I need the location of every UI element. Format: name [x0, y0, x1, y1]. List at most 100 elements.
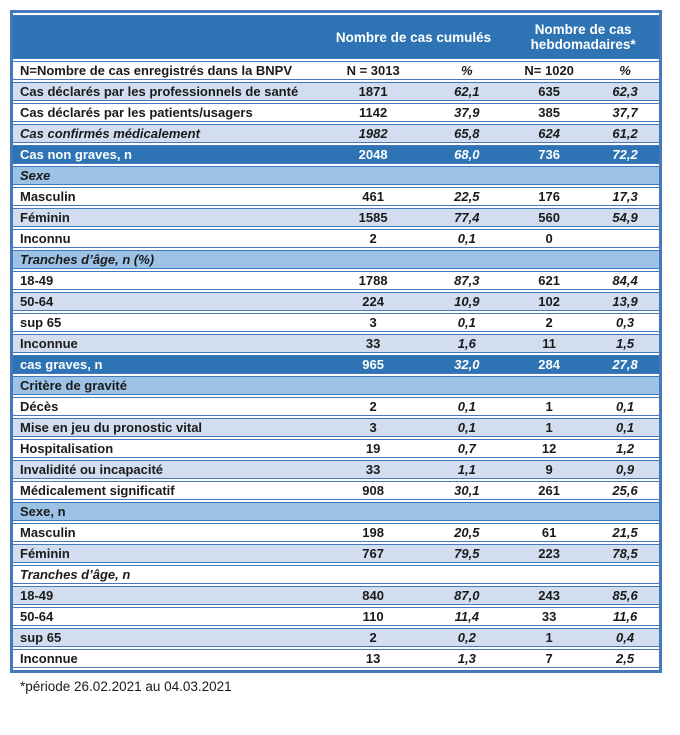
- n-weekly-cell: 12: [507, 439, 592, 458]
- pct-cumulative-cell: 0,2: [426, 628, 508, 647]
- pharmacovigilance-table: Nombre de cas cumulés Nombre de cas hebd…: [10, 10, 662, 673]
- n-weekly-cell: 635: [507, 82, 592, 101]
- subheader-label: N=Nombre de cas enregistrés dans la BNPV: [13, 61, 320, 80]
- n-cumulative-cell: 224: [319, 292, 427, 311]
- pct-cumulative-cell: 62,1: [426, 82, 508, 101]
- pct-cumulative-cell: 87,3: [426, 271, 508, 290]
- n-weekly-cell: 7: [507, 649, 592, 668]
- row-label: 18-49: [13, 271, 320, 290]
- row-label: Décès: [13, 397, 320, 416]
- pct-cumulative-cell: 32,0: [426, 355, 508, 374]
- pct-cumulative-cell: 0,1: [426, 418, 508, 437]
- pct-cumulative-cell: 20,5: [426, 523, 508, 542]
- pct-weekly-cell: 0,1: [591, 418, 659, 437]
- pct-cumulative-cell: 0,1: [426, 229, 508, 248]
- row-label: Cas déclarés par les professionnels de s…: [13, 82, 320, 101]
- subheader-n-cumulative: N = 3013: [319, 61, 427, 80]
- table-row: Cas confirmés médicalement 1982 65,8 624…: [13, 124, 659, 143]
- section-label: Sexe, n: [13, 502, 659, 521]
- n-cumulative-cell: 1788: [319, 271, 427, 290]
- row-label: Invalidité ou incapacité: [13, 460, 320, 479]
- pct-weekly-cell: 2,5: [591, 649, 659, 668]
- n-weekly-cell: 284: [507, 355, 592, 374]
- pct-weekly-cell: 17,3: [591, 187, 659, 206]
- row-label: Masculin: [13, 187, 320, 206]
- table-row: Médicalement significatif 908 30,1 261 2…: [13, 481, 659, 500]
- n-cumulative-cell: 1585: [319, 208, 427, 227]
- n-weekly-cell: 560: [507, 208, 592, 227]
- pct-weekly-cell: 0,4: [591, 628, 659, 647]
- pct-weekly-cell: 61,2: [591, 124, 659, 143]
- row-label: sup 65: [13, 313, 320, 332]
- pct-weekly-cell: 84,4: [591, 271, 659, 290]
- n-cumulative-cell: 2: [319, 397, 427, 416]
- table-subheader-row: N=Nombre de cas enregistrés dans la BNPV…: [13, 61, 659, 80]
- table-row: sup 65 2 0,2 1 0,4: [13, 628, 659, 647]
- row-label: Féminin: [13, 208, 320, 227]
- pct-cumulative-cell: 1,3: [426, 649, 508, 668]
- pct-weekly-cell: 78,5: [591, 544, 659, 563]
- pct-weekly-cell: 54,9: [591, 208, 659, 227]
- section-row: Tranches d’âge, n: [13, 565, 659, 584]
- subheader-pct-cumulative: %: [426, 61, 508, 80]
- section-row: Sexe, n: [13, 502, 659, 521]
- table-row: Inconnue 33 1,6 11 1,5: [13, 334, 659, 353]
- pct-weekly-cell: 72,2: [591, 145, 659, 164]
- row-label: Mise en jeu du pronostic vital: [13, 418, 320, 437]
- n-cumulative-cell: 13: [319, 649, 427, 668]
- pct-weekly-cell: 62,3: [591, 82, 659, 101]
- row-label: 50-64: [13, 292, 320, 311]
- section-label: Tranches d’âge, n: [13, 565, 659, 584]
- n-cumulative-cell: 2048: [319, 145, 427, 164]
- table-row-highlight: cas graves, n 965 32,0 284 27,8: [13, 355, 659, 374]
- n-cumulative-cell: 965: [319, 355, 427, 374]
- table-row: 18-49 840 87,0 243 85,6: [13, 586, 659, 605]
- pct-cumulative-cell: 10,9: [426, 292, 508, 311]
- n-weekly-cell: 1: [507, 418, 592, 437]
- n-cumulative-cell: 2: [319, 628, 427, 647]
- table-row: Cas déclarés par les patients/usagers 11…: [13, 103, 659, 122]
- table-row: Féminin 1585 77,4 560 54,9: [13, 208, 659, 227]
- pct-cumulative-cell: 30,1: [426, 481, 508, 500]
- header-empty-cell: [13, 15, 320, 59]
- pct-weekly-cell: 0,3: [591, 313, 659, 332]
- table-row: Inconnue 13 1,3 7 2,5: [13, 649, 659, 668]
- row-label: sup 65: [13, 628, 320, 647]
- n-weekly-cell: 736: [507, 145, 592, 164]
- table-row: Mise en jeu du pronostic vital 3 0,1 1 0…: [13, 418, 659, 437]
- n-cumulative-cell: 1142: [319, 103, 427, 122]
- table-row: Cas déclarés par les professionnels de s…: [13, 82, 659, 101]
- table-row: 50-64 110 11,4 33 11,6: [13, 607, 659, 626]
- n-cumulative-cell: 908: [319, 481, 427, 500]
- n-weekly-cell: 243: [507, 586, 592, 605]
- n-cumulative-cell: 110: [319, 607, 427, 626]
- pct-cumulative-cell: 87,0: [426, 586, 508, 605]
- n-weekly-cell: 33: [507, 607, 592, 626]
- n-weekly-cell: 176: [507, 187, 592, 206]
- table-row: 50-64 224 10,9 102 13,9: [13, 292, 659, 311]
- n-weekly-cell: 223: [507, 544, 592, 563]
- report-page: Nombre de cas cumulés Nombre de cas hebd…: [10, 10, 662, 694]
- section-label: Sexe: [13, 166, 659, 185]
- pct-cumulative-cell: 79,5: [426, 544, 508, 563]
- table-row: Hospitalisation 19 0,7 12 1,2: [13, 439, 659, 458]
- subheader-n-weekly: N= 1020: [507, 61, 592, 80]
- n-weekly-cell: 624: [507, 124, 592, 143]
- period-footnote: *période 26.02.2021 au 04.03.2021: [20, 679, 232, 694]
- pct-cumulative-cell: 1,1: [426, 460, 508, 479]
- pct-cumulative-cell: 0,1: [426, 397, 508, 416]
- n-cumulative-cell: 461: [319, 187, 427, 206]
- pct-cumulative-cell: 37,9: [426, 103, 508, 122]
- row-label: Médicalement significatif: [13, 481, 320, 500]
- n-weekly-cell: 621: [507, 271, 592, 290]
- pct-cumulative-cell: 22,5: [426, 187, 508, 206]
- n-cumulative-cell: 767: [319, 544, 427, 563]
- pct-weekly-cell: 13,9: [591, 292, 659, 311]
- n-weekly-cell: 385: [507, 103, 592, 122]
- pct-cumulative-cell: 0,7: [426, 439, 508, 458]
- subheader-pct-weekly: %: [591, 61, 659, 80]
- row-label: Inconnue: [13, 334, 320, 353]
- row-label: 18-49: [13, 586, 320, 605]
- row-label: Cas non graves, n: [13, 145, 320, 164]
- section-row: Critère de gravité: [13, 376, 659, 395]
